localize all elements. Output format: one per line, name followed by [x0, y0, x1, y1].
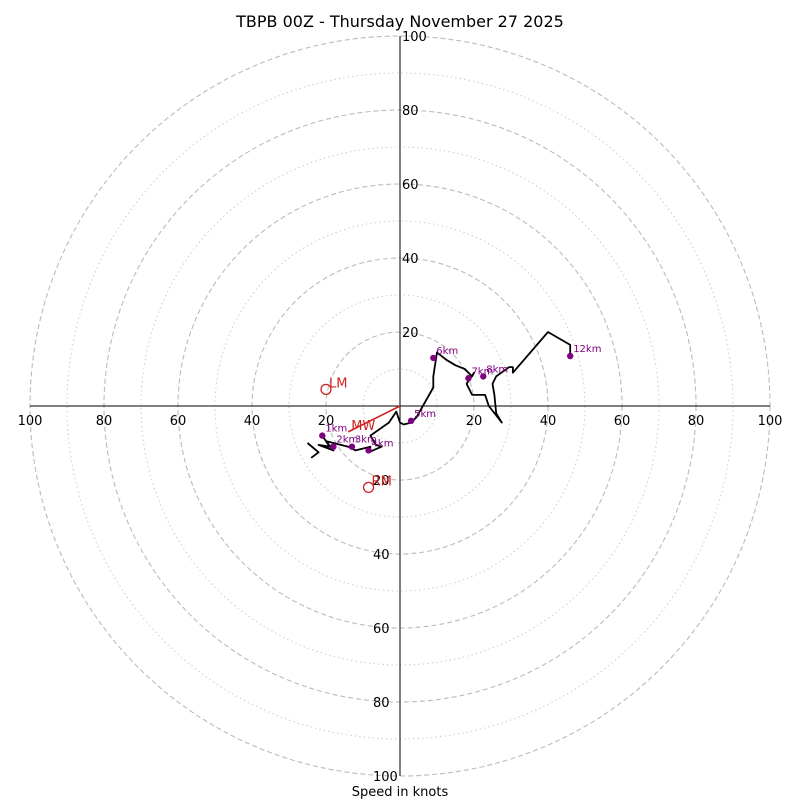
height-marker-label: 1km — [325, 424, 347, 435]
height-marker-dot — [319, 432, 326, 439]
storm-point-label: MW — [351, 419, 375, 434]
tick-label: 40 — [244, 414, 261, 429]
storm-point-label: RM — [372, 474, 392, 489]
tick-label: 20 — [402, 326, 419, 341]
height-marker-dot — [407, 417, 415, 424]
tick-label: 80 — [688, 414, 705, 429]
chart-title: TBPB 00Z - Thursday November 27 2025 — [235, 12, 564, 31]
tick-label: 20 — [318, 414, 335, 429]
tick-label: 80 — [402, 104, 419, 119]
height-marker-label: 5km — [414, 409, 436, 420]
tick-label: 40 — [540, 414, 557, 429]
tick-label: 60 — [402, 178, 419, 193]
tick-label: 60 — [614, 414, 631, 429]
tick-label: 20 — [466, 414, 483, 429]
height-marker-label: 7km — [471, 366, 493, 377]
height-marker-label: 2km — [336, 435, 358, 446]
tick-label: 80 — [96, 414, 113, 429]
storm-point-marker — [362, 481, 375, 494]
height-marker-dot — [567, 352, 574, 360]
height-marker-label: 6km — [436, 346, 458, 357]
height-marker-label: 8km — [486, 364, 508, 375]
height-marker-dot — [465, 375, 472, 382]
tick-label: 80 — [373, 696, 390, 711]
tick-labels: 100 80 60 40 20 20 40 60 80 100 20 40 60 80 100 20 40 60 8… — [18, 30, 783, 785]
hodograph-line — [317, 331, 572, 454]
height-marker-dot — [330, 443, 337, 450]
storm-point-marker — [320, 383, 332, 396]
height-marker-label: 3km — [355, 435, 377, 446]
storm-motion-points: LM RM MW — [320, 376, 392, 494]
height-marker-dot — [348, 443, 356, 450]
height-marker-label: 4km — [372, 438, 394, 449]
height-marker-label: 12km — [573, 344, 601, 355]
tick-label: 100 — [402, 30, 427, 45]
tick-label: 60 — [170, 414, 187, 429]
tick-label: 40 — [373, 548, 390, 563]
storm-motion-line — [347, 405, 401, 433]
tick-label: 60 — [373, 622, 390, 637]
tick-label: 100 — [18, 414, 43, 429]
tick-label: 40 — [402, 252, 419, 267]
hodograph-line — [306, 442, 320, 459]
tick-label: 20 — [373, 474, 390, 489]
storm-point-label: LM — [329, 376, 347, 391]
hodograph-traces — [306, 331, 572, 459]
x-axis-label: Speed in knots — [352, 785, 449, 800]
height-marker-dot — [365, 447, 372, 454]
height-marker-dot — [480, 373, 487, 380]
tick-label: 100 — [373, 770, 398, 785]
height-marker-dot — [430, 354, 437, 362]
tick-label: 100 — [758, 414, 783, 429]
